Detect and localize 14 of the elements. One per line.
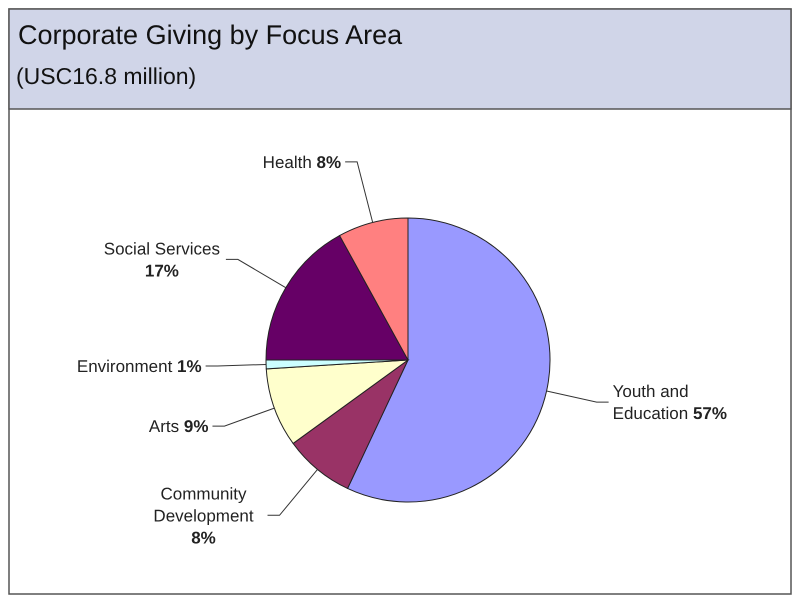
slice-label: Environment xyxy=(76,356,172,376)
chart-subtitle: (USC16.8 million) xyxy=(16,63,196,89)
data-label: 57% xyxy=(692,404,728,424)
data-label: 17% xyxy=(144,261,179,280)
data-label: 9% xyxy=(184,417,208,436)
slice-label: Social Services xyxy=(104,239,220,258)
data-label: 8% xyxy=(191,528,216,548)
slice-label: Arts xyxy=(148,417,180,436)
slice-label: Community Development xyxy=(153,484,254,526)
slice-label: Health xyxy=(262,152,312,172)
data-label: 8% xyxy=(316,152,342,172)
data-label: 1% xyxy=(177,356,202,376)
chart-title: Corporate Giving by Focus Area xyxy=(18,20,404,50)
slice-label: Youth and Education xyxy=(612,382,689,424)
